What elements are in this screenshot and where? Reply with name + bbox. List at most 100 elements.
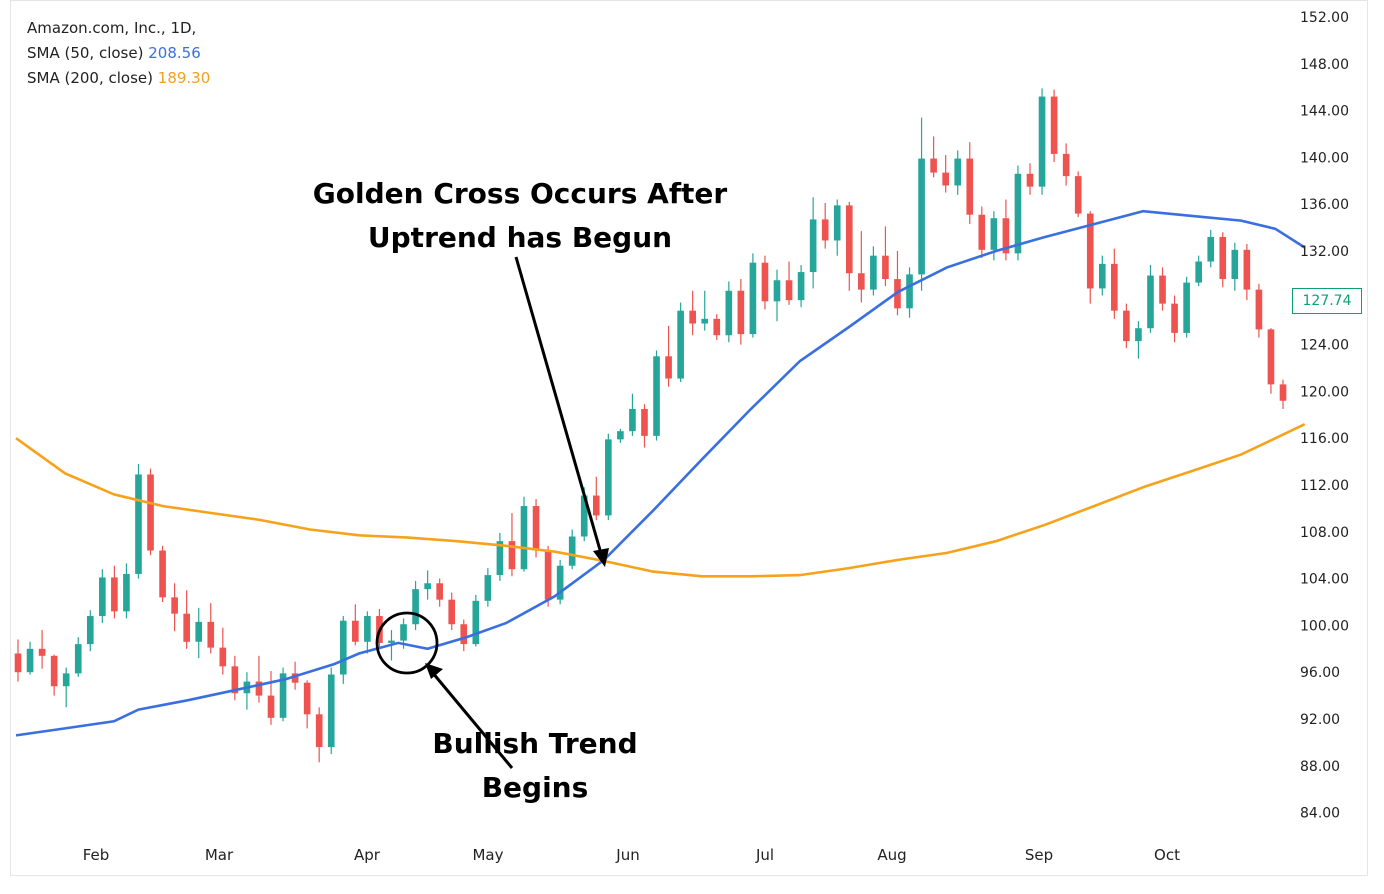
candle-body	[870, 255, 877, 290]
candle-up	[833, 199, 841, 256]
candle-body	[111, 577, 118, 612]
candle-down	[1026, 163, 1034, 195]
candle-up	[364, 611, 371, 654]
x-tick-label: Apr	[354, 846, 381, 864]
candle-body	[74, 644, 82, 674]
legend-sma200-value: 189.30	[157, 69, 211, 87]
candle-down	[111, 565, 118, 619]
annotation-marks	[375, 256, 609, 769]
candle-body	[677, 310, 684, 379]
candle-body	[171, 597, 178, 614]
candle-body	[159, 550, 166, 598]
legend-sma50-label: SMA (50, close)	[27, 44, 144, 62]
x-tick-label: Sep	[1025, 846, 1053, 864]
candle-down	[858, 231, 865, 303]
candle-up	[1207, 229, 1215, 268]
candle-up	[520, 496, 528, 572]
y-tick-label: 84.00	[1300, 806, 1340, 822]
candle-down	[845, 201, 853, 291]
candle-up	[1195, 255, 1202, 287]
candle-down	[689, 290, 696, 336]
candle-body	[207, 621, 215, 648]
candle-body	[219, 647, 227, 667]
candle-body	[279, 673, 287, 718]
candle-body	[809, 219, 817, 273]
x-axis: Feb Mar Apr May Jun Jul Aug Sep Oct	[83, 846, 1180, 864]
candle-body	[592, 495, 600, 516]
candle-body	[821, 219, 829, 241]
candle-up	[556, 559, 564, 605]
legend-sma50-value: 208.56	[148, 44, 201, 62]
candle-up	[677, 302, 684, 383]
bullish-arrow	[430, 671, 514, 769]
candle-body	[1159, 275, 1166, 304]
candle-body	[954, 158, 962, 186]
candle-body	[845, 205, 853, 274]
candle-down	[592, 476, 600, 521]
candle-down	[207, 603, 215, 654]
chart-frame	[10, 0, 1368, 876]
candle-up	[86, 610, 94, 652]
candle-body	[966, 158, 974, 215]
legend-sma200: SMA (200, close) 189.30	[27, 66, 210, 91]
candle-up	[195, 607, 203, 659]
candle-down	[785, 261, 793, 305]
candle-up	[906, 267, 913, 318]
y-tick-label: 92.00	[1300, 712, 1340, 728]
candle-body	[749, 262, 757, 335]
candle-down	[38, 630, 46, 669]
candle-body	[1195, 261, 1202, 283]
candle-body	[641, 408, 648, 436]
candle-down	[171, 583, 178, 632]
candle-up	[605, 433, 612, 521]
candle-body	[1098, 263, 1106, 289]
candle-down	[978, 206, 986, 259]
bullish-annotation-line1: Bullish Trend	[432, 727, 638, 760]
candle-down	[1050, 89, 1058, 163]
candle-body	[424, 583, 431, 590]
x-tick-label: Jun	[615, 846, 639, 864]
candle-body	[1135, 328, 1142, 342]
candle-body	[1267, 329, 1275, 385]
candle-down	[1243, 243, 1251, 301]
candle-up	[1231, 242, 1239, 291]
candle-body	[183, 613, 190, 642]
candle-body	[50, 655, 58, 687]
candle-body	[761, 262, 769, 302]
candle-down	[1062, 143, 1070, 186]
candle-up	[918, 117, 925, 291]
x-tick-label: Mar	[205, 846, 234, 864]
candle-up	[568, 529, 576, 570]
y-tick-label: 140.00	[1300, 150, 1349, 166]
golden-cross-annotation-line1: Golden Cross Occurs After	[312, 177, 728, 210]
candle-up	[1183, 276, 1190, 338]
y-tick-label: 144.00	[1300, 104, 1349, 120]
y-tick-label: 112.00	[1300, 478, 1349, 494]
candle-up	[749, 253, 757, 338]
candle-body	[315, 714, 323, 748]
candle-down	[1002, 199, 1010, 261]
candle-body	[1183, 282, 1190, 333]
candle-up	[809, 197, 817, 289]
candle-body	[858, 273, 865, 290]
candle-down	[460, 619, 468, 652]
candle-body	[86, 616, 94, 645]
sma200-line	[15, 423, 1306, 578]
candle-down	[219, 627, 227, 675]
candle-body	[1231, 249, 1239, 280]
candle-up	[870, 246, 877, 296]
candle-body	[544, 550, 552, 600]
candle-up	[1147, 265, 1154, 333]
candle-down	[1123, 303, 1130, 349]
candle-up	[243, 672, 251, 710]
candle-down	[737, 279, 745, 345]
candle-body	[339, 620, 347, 675]
candle-down	[882, 226, 889, 287]
candle-body	[1255, 289, 1263, 330]
candle-body	[1074, 176, 1082, 214]
y-tick-label: 120.00	[1300, 384, 1349, 400]
candle-body	[1050, 96, 1058, 154]
candle-down	[930, 136, 937, 178]
candle-body	[701, 318, 709, 324]
candle-body	[412, 589, 419, 625]
